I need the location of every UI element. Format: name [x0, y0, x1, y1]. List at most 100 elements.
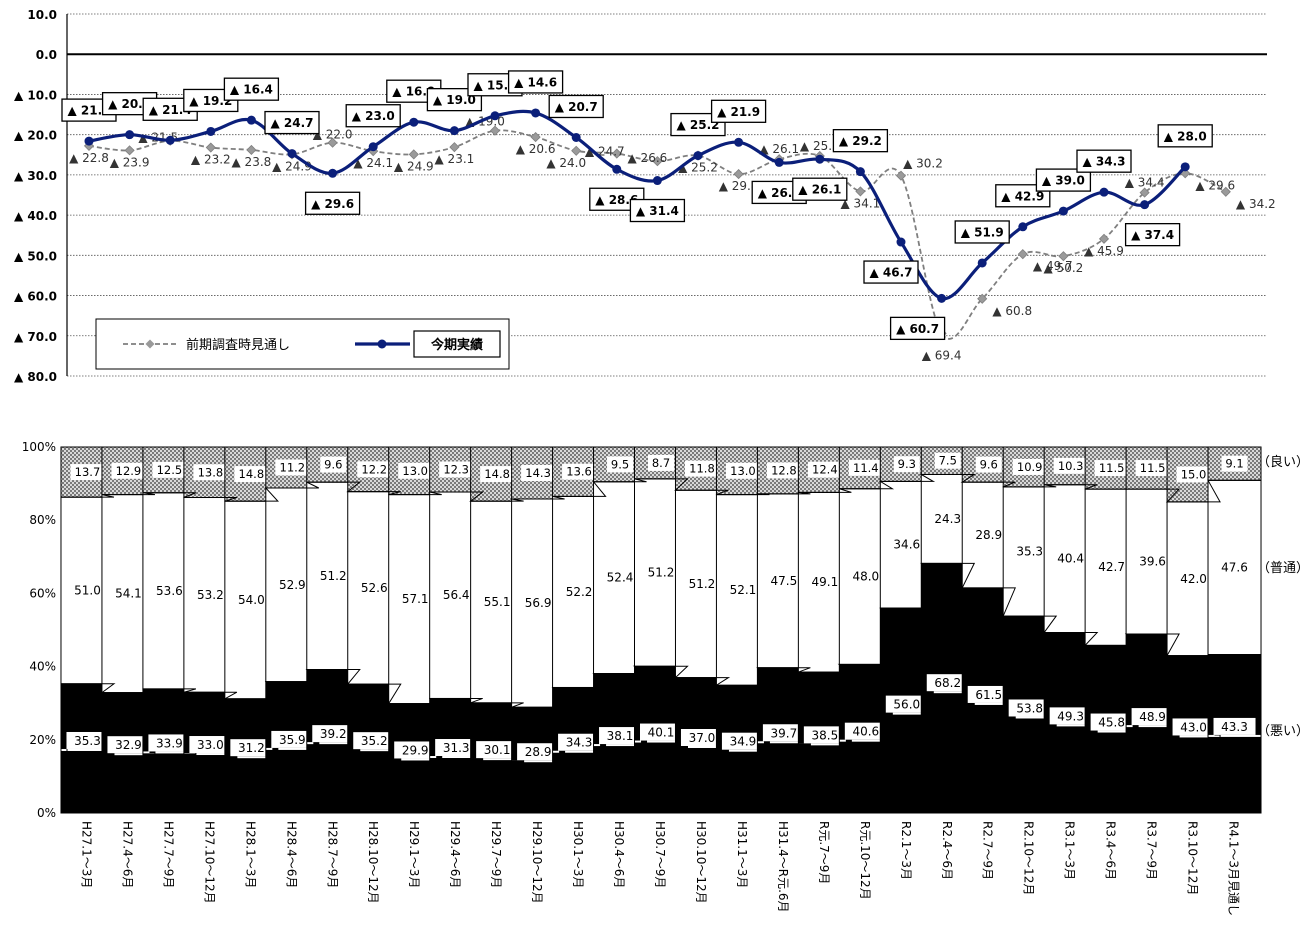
bad-value-label: 35.3	[74, 734, 101, 748]
actual-marker	[409, 117, 419, 127]
label-bg	[1172, 718, 1215, 736]
y-tick-label: 40%	[29, 660, 56, 674]
label-frame	[954, 220, 1010, 244]
normal-value-label: 52.9	[279, 578, 306, 592]
actual-marker	[815, 154, 825, 164]
category-label: H27.7～9月	[161, 821, 175, 888]
actual-data-label: ▲ 16.9	[392, 85, 435, 99]
category-label: H28.10～12月	[366, 821, 380, 904]
forecast-data-label: ▲ 23.9	[110, 155, 150, 169]
good-value-label: 10.3	[1058, 459, 1084, 473]
forecast-data-label: ▲ 24.7	[585, 145, 625, 159]
label-frame	[548, 94, 604, 119]
forecast-data-label: ▲ 23.8	[232, 155, 272, 169]
category-label: H27.4～6月	[120, 821, 134, 888]
forecast-data-label: ▲ 22.0	[313, 128, 353, 142]
actual-marker	[774, 157, 784, 167]
label-bg	[234, 466, 269, 483]
forecast-data-label: ▲ 60.8	[992, 304, 1032, 318]
category-label: H29.4～6月	[448, 821, 462, 888]
normal-value-label: 56.4	[443, 588, 470, 602]
label-bg	[893, 456, 920, 473]
y-tick-label: 10.0	[27, 8, 57, 22]
bad-value-label: 34.9	[730, 735, 757, 749]
actual-label-box: ▲ 14.6	[507, 70, 564, 94]
actual-label-box: ▲ 39.0	[1035, 168, 1092, 192]
good-value-label: 8.7	[652, 456, 670, 470]
actual-label-box: ▲ 20.7	[548, 94, 604, 119]
bad-value-label: 31.2	[238, 741, 265, 755]
normal-value-label: 51.0	[74, 583, 101, 597]
label-bg	[1213, 717, 1256, 735]
normal-value-label: 56.9	[525, 596, 552, 610]
label-bg	[1008, 699, 1051, 717]
good-value-label: 12.2	[361, 462, 387, 476]
actual-data-label: ▲ 24.7	[270, 116, 313, 130]
good-value-label: 11.5	[1099, 461, 1125, 475]
normal-value-label: 51.2	[648, 566, 675, 580]
actual-marker	[734, 137, 744, 147]
bad-value-label: 32.9	[115, 738, 142, 752]
normal-value-label: 52.2	[566, 585, 593, 599]
label-frame	[345, 104, 401, 128]
label-frame	[507, 70, 564, 94]
forecast-data-label: ▲ 45.9	[1084, 244, 1124, 258]
label-bg	[353, 732, 396, 750]
forecast-data-label: ▲ 22.8	[69, 151, 109, 165]
forecast-marker	[855, 186, 866, 197]
label-bg	[70, 464, 105, 481]
actual-data-label: ▲ 39.0	[1042, 174, 1085, 188]
line-legend: 前期調査時見通し 今期実績	[95, 318, 510, 370]
forecast-marker	[1017, 249, 1028, 260]
bad-value-label: 28.9	[525, 745, 552, 759]
category-label: H28.7～9月	[325, 821, 339, 888]
actual-marker	[1018, 222, 1028, 232]
label-bg	[885, 695, 928, 713]
actual-marker	[693, 151, 703, 161]
category-label: H31.4～R元.6月	[776, 821, 790, 913]
label-bg	[725, 462, 760, 479]
label-bg	[803, 726, 846, 744]
actual-data-label: ▲ 15.3	[473, 78, 516, 92]
legend-actual-label: 今期実績	[430, 337, 483, 353]
actual-marker	[206, 126, 216, 136]
label-bg	[271, 730, 314, 748]
label-bg	[1176, 466, 1211, 483]
actual-data-label: ▲ 14.6	[514, 75, 557, 89]
good-value-label: 13.0	[730, 464, 756, 478]
actual-data-label: ▲ 20.7	[555, 100, 598, 114]
good-value-label: 9.6	[324, 458, 342, 472]
actual-data-label: ▲ 21.4	[149, 103, 192, 117]
actual-marker	[937, 293, 947, 303]
label-frame	[863, 260, 919, 284]
label-bg	[189, 736, 232, 754]
forecast-marker	[1139, 187, 1150, 198]
forecast-data-label: ▲ 25.2	[678, 161, 718, 175]
actual-data-label: ▲ 46.7	[869, 266, 912, 280]
good-value-label: 12.8	[771, 463, 797, 477]
normal-value-label: 54.0	[238, 593, 265, 607]
y-tick-label: 80%	[29, 513, 56, 527]
actual-data-label: ▲ 26.1	[798, 183, 841, 197]
actual-data-label: ▲ 34.3	[1082, 155, 1125, 169]
actual-data-label: ▲ 19.2	[189, 94, 232, 108]
bars: 35.351.013.732.954.112.933.953.612.533.0…	[60, 446, 1262, 814]
label-bg	[357, 461, 392, 478]
label-bg	[1049, 707, 1092, 725]
actual-marker	[246, 115, 256, 125]
forecast-data-label: ▲ 26.6	[628, 151, 668, 165]
actual-data-label: ▲ 29.6	[311, 197, 354, 211]
actual-label-box: ▲ 34.3	[1076, 149, 1132, 173]
forecast-data-label: ▲ 24.9	[272, 159, 312, 173]
normal-value-label: 54.1	[115, 587, 142, 601]
label-bg	[607, 456, 634, 473]
label-bg	[111, 462, 146, 479]
forecast-marker	[408, 149, 419, 160]
bad-value-label: 45.8	[1098, 716, 1125, 730]
normal-value-label: 53.2	[197, 588, 224, 602]
actual-label-box: ▲ 31.4	[629, 198, 686, 223]
normal-value-label: 47.6	[1221, 560, 1248, 574]
good-value-label: 14.8	[484, 467, 510, 481]
actual-data-label: ▲ 60.7	[896, 322, 939, 336]
y-tick-label: 0.0	[36, 48, 57, 62]
